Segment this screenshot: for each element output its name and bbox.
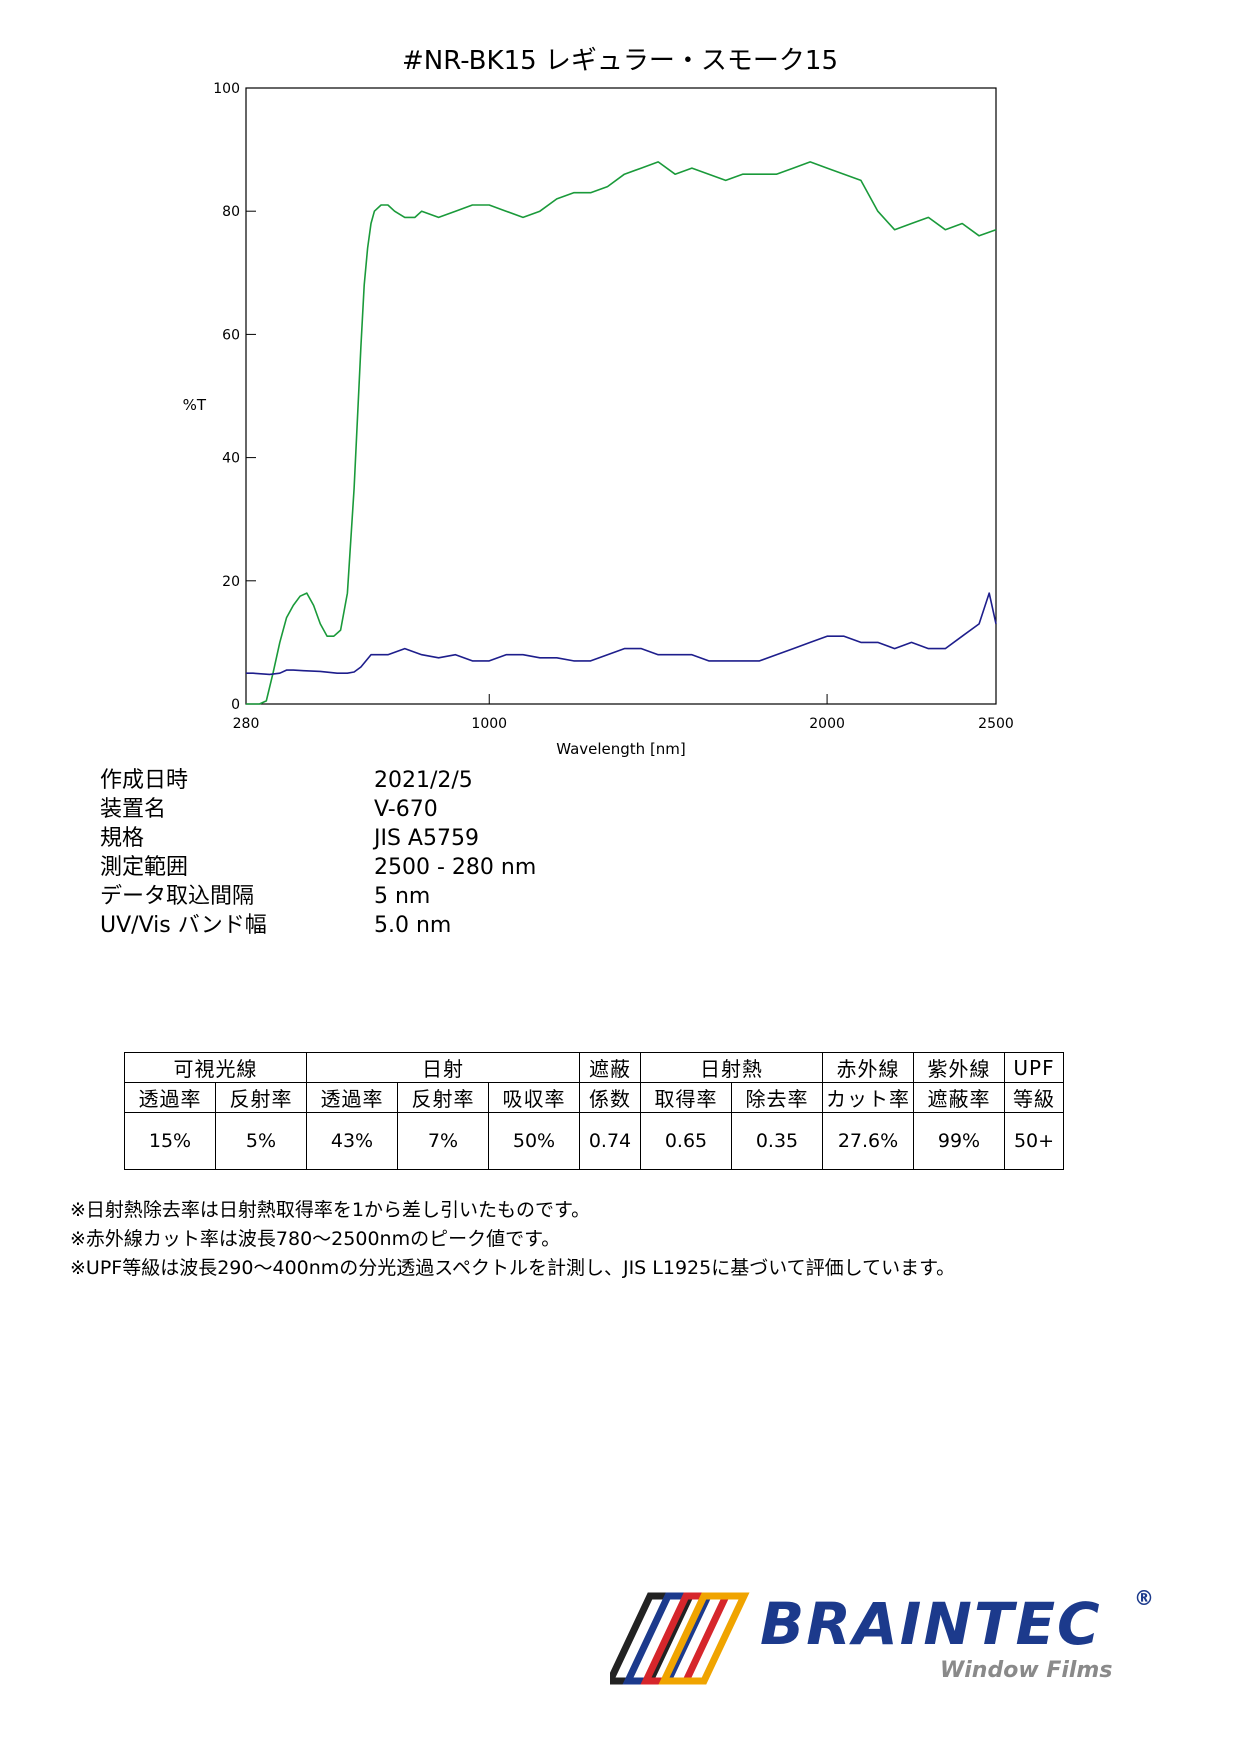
subheader: 取得率 <box>640 1082 732 1113</box>
footnote: ※日射熱除去率は日射熱取得率を1から差し引いたものです。 <box>70 1199 591 1221</box>
meta-key: 作成日時 <box>100 768 189 793</box>
y-tick-label: 80 <box>222 204 240 220</box>
table-row: 15% 5% 43% 7% 50% 0.74 0.65 0.35 27.6% 9… <box>124 1112 1064 1170</box>
table-cell: 50% <box>488 1112 580 1170</box>
group-solar-heat: 日射熱 <box>640 1052 823 1083</box>
logo-mark-icon <box>604 1592 750 1685</box>
meta-value: JIS A5759 <box>374 826 479 851</box>
subheader: 反射率 <box>397 1082 489 1113</box>
x-axis-label: Wavelength [nm] <box>556 740 686 758</box>
logo-name: BRAINTEC <box>760 1590 1102 1658</box>
meta-value: V-670 <box>374 797 438 822</box>
meta-row: 作成日時 2021/2/5 <box>100 766 536 795</box>
transmission-chart: 0 20 40 60 80 100 280 1000 2000 2500 Wavelength [n… <box>183 81 1014 758</box>
table-subheader-row: 透過率 反射率 透過率 反射率 吸収率 係数 取得率 除去率 カット率 遮蔽率 … <box>124 1082 1064 1113</box>
table-cell: 7% <box>397 1112 489 1170</box>
y-axis-label: %T <box>183 396 207 414</box>
table-cell: 15% <box>124 1112 216 1170</box>
chart-title: #NR-BK15 レギュラー・スモーク15 <box>401 46 839 76</box>
plot-frame <box>245 87 997 705</box>
x-tick-label: 280 <box>233 716 260 732</box>
table-cell: 50+ <box>1004 1112 1064 1170</box>
meta-key: 装置名 <box>100 797 167 822</box>
y-tick-label: 60 <box>222 327 240 343</box>
subheader: 除去率 <box>731 1082 823 1113</box>
meta-key: 規格 <box>100 826 145 851</box>
series-line-blue <box>246 592 997 676</box>
meta-key: UV/Vis バンド幅 <box>100 913 267 938</box>
meta-row: 装置名 V-670 <box>100 795 536 824</box>
table-cell: 0.35 <box>731 1112 823 1170</box>
x-tick-label: 2500 <box>978 716 1014 732</box>
subheader: 吸収率 <box>488 1082 580 1113</box>
meta-value: 2021/2/5 <box>374 768 473 793</box>
subheader: 遮蔽率 <box>913 1082 1005 1113</box>
y-tick-label: 100 <box>213 81 240 97</box>
y-tick-label: 40 <box>222 451 240 467</box>
group-ultraviolet: 紫外線 <box>913 1052 1005 1083</box>
table-cell: 0.74 <box>579 1112 641 1170</box>
meta-row: 測定範囲 2500 - 280 nm <box>100 853 536 882</box>
logo-subtitle: Window Films <box>940 1658 1113 1683</box>
subheader: カット率 <box>822 1082 914 1113</box>
registered-mark: ® <box>1134 1586 1154 1610</box>
group-visible-light: 可視光線 <box>124 1052 307 1083</box>
meta-row: UV/Vis バンド幅 5.0 nm <box>100 911 536 940</box>
footnotes: ※日射熱除去率は日射熱取得率を1から差し引いたものです。 ※赤外線カット率は波長… <box>70 1196 955 1283</box>
meta-key: 測定範囲 <box>100 855 189 880</box>
table-cell: 99% <box>913 1112 1005 1170</box>
y-tick-label: 20 <box>222 574 240 590</box>
y-tick-label: 0 <box>231 697 240 713</box>
meta-row: データ取込間隔 5 nm <box>100 882 536 911</box>
x-tick-label: 1000 <box>471 716 507 732</box>
series-line-green <box>246 161 997 705</box>
measurement-info: 作成日時 2021/2/5 装置名 V-670 規格 JIS A5759 測定範… <box>100 766 536 940</box>
x-tick-label: 2000 <box>809 716 845 732</box>
performance-table: 可視光線 日射 遮蔽 日射熱 赤外線 紫外線 UPF 透過率 反射率 透過率 反… <box>124 1052 1064 1170</box>
table-group-row: 可視光線 日射 遮蔽 日射熱 赤外線 紫外線 UPF <box>124 1052 1064 1083</box>
table-cell: 43% <box>306 1112 398 1170</box>
table-cell: 0.65 <box>640 1112 732 1170</box>
meta-key: データ取込間隔 <box>100 884 255 909</box>
meta-value: 2500 - 280 nm <box>374 855 537 880</box>
footnote: ※UPF等級は波長290～400nmの分光透過スペクトルを計測し、JIS L19… <box>70 1257 956 1279</box>
subheader: 透過率 <box>124 1082 216 1113</box>
group-shading: 遮蔽 <box>579 1052 641 1083</box>
table-cell: 27.6% <box>822 1112 914 1170</box>
meta-value: 5 nm <box>374 884 431 909</box>
footnote: ※赤外線カット率は波長780～2500nmのピーク値です。 <box>70 1228 561 1250</box>
braintec-logo: BRAINTEC ® Window Films <box>604 1586 1170 1696</box>
meta-value: 5.0 nm <box>374 913 452 938</box>
table-cell: 5% <box>215 1112 307 1170</box>
group-solar: 日射 <box>306 1052 580 1083</box>
subheader: 透過率 <box>306 1082 398 1113</box>
subheader: 反射率 <box>215 1082 307 1113</box>
subheader: 等級 <box>1004 1082 1064 1113</box>
group-upf: UPF <box>1004 1052 1064 1083</box>
subheader: 係数 <box>579 1082 641 1113</box>
logo-stripe <box>658 1592 750 1685</box>
meta-row: 規格 JIS A5759 <box>100 824 536 853</box>
group-infrared: 赤外線 <box>822 1052 914 1083</box>
